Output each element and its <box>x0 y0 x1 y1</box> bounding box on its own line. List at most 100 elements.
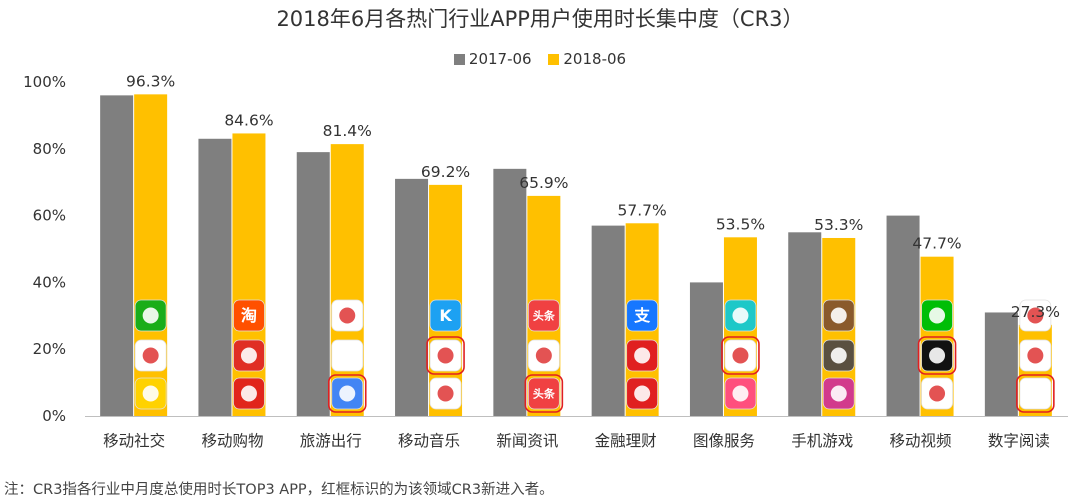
data-label: 65.9% <box>519 174 568 192</box>
jd-icon-glyph <box>240 385 257 402</box>
candy-game-icon-glyph <box>830 385 847 402</box>
data-labels: 96.3% 84.6% 81.4% 69.2% 65.9% 57.7% 53.5% 53.3%… <box>126 72 1060 320</box>
taobao-icon: 淘 <box>233 299 265 332</box>
tencent-news-icon <box>527 339 560 372</box>
gallery-icon <box>721 336 760 375</box>
x-axis: 移动社交 移动购物 旅游出行 移动音乐 新闻资讯 金融理财 图像服务 手机游戏 移动视频 数字阅读 <box>85 416 1068 450</box>
kugou-icon: K <box>429 299 462 332</box>
douyin-icon <box>917 336 957 375</box>
tencent-news-icon-glyph <box>535 347 552 364</box>
novel-app-icon-bg <box>1019 377 1052 410</box>
toutiao-icon: 头条 <box>527 299 560 332</box>
wechat-icon <box>134 299 167 332</box>
bank-app-icon <box>626 377 659 410</box>
bar-2018 <box>232 133 266 416</box>
qq-reader-icon <box>1019 299 1052 332</box>
y-tick-label: 0% <box>42 407 66 425</box>
bar-2017 <box>493 168 527 416</box>
qq-icon-glyph <box>142 347 159 364</box>
bar-2017 <box>100 95 134 417</box>
amap-icon <box>331 299 364 332</box>
y-tick-label: 100% <box>23 73 66 91</box>
y-tick-label: 20% <box>33 340 66 358</box>
category-label: 数字阅读 <box>988 432 1050 450</box>
y-axis: 0% 20% 40% 60% 80% 100% <box>23 73 66 425</box>
data-label: 53.5% <box>716 215 765 233</box>
amap-icon-glyph <box>339 307 356 324</box>
kugou-icon-bg <box>429 299 462 332</box>
toutiao-lite-icon-bg <box>527 377 560 410</box>
reader-app-icon-glyph <box>1027 347 1044 364</box>
category-label: 移动视频 <box>890 432 952 450</box>
finance-app-icon <box>626 339 659 372</box>
legend-item-2018: 2018-06 <box>548 50 626 68</box>
bar-2017 <box>591 225 625 416</box>
new-entrant-highlight <box>721 336 760 375</box>
category-label: 移动购物 <box>201 432 263 450</box>
category-label: 旅游出行 <box>300 432 362 450</box>
wechat-icon-glyph <box>142 307 159 324</box>
new-entrant-highlight <box>426 336 465 375</box>
alipay-icon: 支 <box>626 299 659 332</box>
pinduoduo-icon-glyph <box>240 347 257 364</box>
new-entrant-highlight <box>327 374 367 413</box>
qq-music-icon-glyph <box>437 385 454 402</box>
meitu-icon <box>724 377 757 410</box>
data-label: 53.3% <box>814 216 863 234</box>
tencent-video-icon <box>921 377 953 410</box>
honor-of-kings-icon-glyph <box>830 307 847 324</box>
category-label: 移动社交 <box>103 432 165 450</box>
baidu-map-icon-glyph: du <box>339 349 355 362</box>
data-label: 69.2% <box>421 163 470 181</box>
legend-swatch-2017 <box>453 54 465 65</box>
data-label: 84.6% <box>224 111 273 129</box>
category-label: 新闻资讯 <box>496 432 558 450</box>
chart-title: 2018年6月各热门行业APP用户使用时长集中度（CR3） <box>276 7 804 31</box>
jd-icon <box>233 377 265 410</box>
toutiao-lite-icon-glyph: 头条 <box>533 386 556 400</box>
qq-music-icon <box>429 377 462 410</box>
photo-app-icon <box>724 299 757 332</box>
reader-app-icon <box>1019 339 1052 372</box>
legend-label-2017: 2017-06 <box>468 50 532 68</box>
netease-music-icon-glyph <box>437 347 454 364</box>
bank-app-icon-glyph <box>634 385 651 402</box>
y-tick-label: 80% <box>33 140 66 158</box>
finance-app-icon-glyph <box>634 347 651 364</box>
data-label: 57.7% <box>618 201 667 219</box>
taobao-icon-glyph: 淘 <box>241 306 257 325</box>
bar-2017 <box>296 152 330 416</box>
legend-swatch-2018 <box>548 54 560 65</box>
y-tick-label: 40% <box>33 273 66 291</box>
baidu-map-icon-bg <box>331 339 364 372</box>
gallery-icon-glyph <box>732 347 749 364</box>
pubg-icon-glyph <box>830 347 847 364</box>
alipay-icon-glyph: 支 <box>633 306 651 325</box>
honor-of-kings-icon <box>822 299 855 332</box>
toutiao-icon-glyph: 头条 <box>533 308 556 322</box>
legend-item-2017: 2017-06 <box>453 50 532 68</box>
data-label: 47.7% <box>912 235 961 253</box>
weibo-icon-glyph <box>142 385 159 402</box>
bar-2017 <box>395 178 429 416</box>
new-entrant-highlight <box>1016 374 1055 413</box>
toutiao-icon-bg <box>527 299 560 332</box>
bar-2017 <box>984 312 1018 416</box>
google-map-icon-glyph <box>339 385 356 402</box>
data-label: 81.4% <box>323 122 372 140</box>
category-label: 图像服务 <box>693 432 755 450</box>
photo-app-icon-glyph <box>732 307 749 324</box>
footnote: 注：CR3指各行业中月度总使用时长TOP3 APP，红框标识的为该领域CR3新进… <box>4 482 554 498</box>
qq-icon <box>134 339 167 372</box>
candy-game-icon <box>822 377 855 410</box>
pubg-icon <box>822 339 855 372</box>
weibo-icon <box>134 377 167 410</box>
bar-2017 <box>198 138 232 416</box>
legend-label-2018: 2018-06 <box>563 50 627 68</box>
bar-2017 <box>788 232 822 416</box>
category-label: 金融理财 <box>595 432 657 450</box>
douyin-icon-glyph <box>929 347 946 364</box>
category-label: 移动音乐 <box>398 432 460 450</box>
